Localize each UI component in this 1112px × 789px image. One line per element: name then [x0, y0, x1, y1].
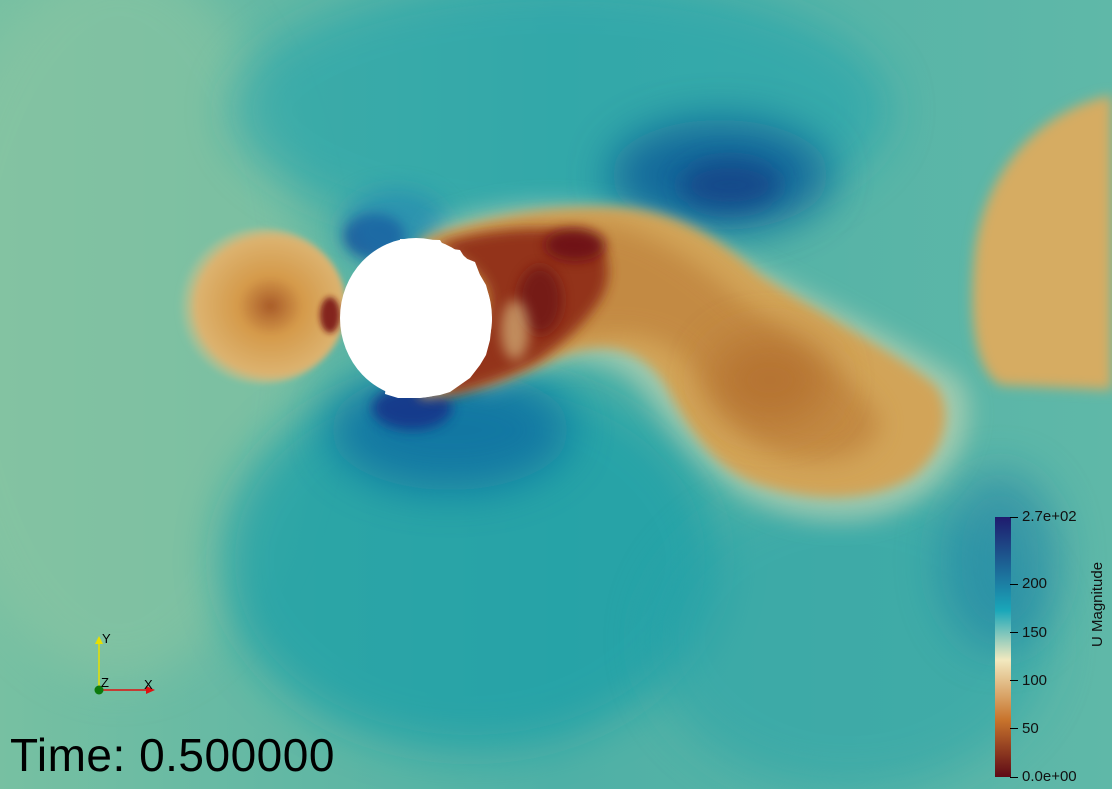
z-axis-dot	[94, 685, 104, 695]
axes-triad-icon: Y Z X	[80, 628, 170, 708]
x-axis-label: X	[144, 677, 153, 692]
colorbar-gradient	[995, 517, 1011, 777]
axes-triad-graphic	[94, 636, 155, 695]
colorbar-tick-mark	[1010, 680, 1018, 682]
x-axis-arrowhead	[146, 686, 155, 694]
colorbar-tick-label: 200	[1022, 575, 1048, 593]
colorbar-tick-label: 2.7e+02	[1022, 508, 1077, 525]
colorbar-title: U Magnitude	[1089, 561, 1106, 647]
colorbar-tick-label: 0.0e+00	[1022, 768, 1077, 785]
colorbar-tick-label: 100	[1022, 671, 1048, 689]
colorbar-tick-mark	[1010, 632, 1018, 634]
colorbar-legend: 2.7e+02 200 150 100 50 0.0e+00 U Magnitude	[995, 509, 1112, 785]
colorbar-tick-mark	[1010, 728, 1018, 730]
y-axis-arrowhead	[95, 636, 103, 644]
colorbar-tick-mark	[1010, 583, 1018, 585]
colorbar-tick-mark	[1010, 776, 1018, 778]
y-axis-label: Y	[102, 631, 111, 646]
colorbar-tick-label: 150	[1022, 623, 1048, 641]
colorbar-tick-label: 50	[1022, 719, 1039, 737]
colorbar-tick-mark	[1010, 516, 1018, 518]
z-axis-label: Z	[101, 675, 109, 690]
time-annotation: Time: 0.500000	[10, 729, 335, 781]
